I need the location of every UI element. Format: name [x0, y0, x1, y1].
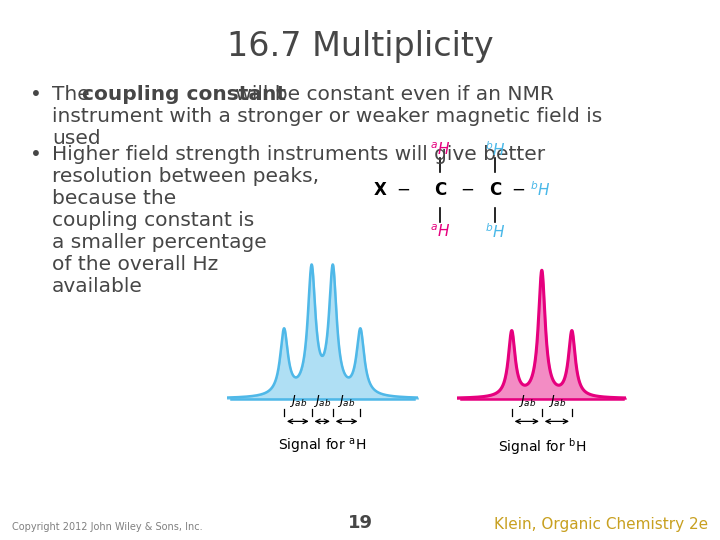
Text: X: X	[374, 181, 387, 199]
Text: $^b$H: $^b$H	[485, 140, 505, 159]
Text: −: −	[511, 181, 525, 199]
Text: of the overall Hz: of the overall Hz	[52, 255, 218, 274]
Text: Signal for $\mathregular{^bH}$: Signal for $\mathregular{^bH}$	[498, 436, 586, 457]
Text: a smaller percentage: a smaller percentage	[52, 233, 266, 252]
Text: C: C	[434, 181, 446, 199]
Text: Copyright 2012 John Wiley & Sons, Inc.: Copyright 2012 John Wiley & Sons, Inc.	[12, 522, 202, 532]
Text: •: •	[30, 85, 42, 104]
Text: $J_{ab}$: $J_{ab}$	[313, 393, 331, 409]
Text: Higher field strength instruments will give better: Higher field strength instruments will g…	[52, 145, 545, 164]
Text: −: −	[396, 181, 410, 199]
Text: $J_{ab}$: $J_{ab}$	[518, 393, 536, 409]
Text: −: −	[460, 181, 474, 199]
Text: coupling constant is: coupling constant is	[52, 211, 254, 230]
Text: $^a$H: $^a$H	[430, 224, 450, 240]
Text: $J_{ab}$: $J_{ab}$	[548, 393, 566, 409]
Text: used: used	[52, 129, 101, 148]
Text: will be constant even if an NMR: will be constant even if an NMR	[229, 85, 554, 104]
Text: C: C	[489, 181, 501, 199]
Text: resolution between peaks,: resolution between peaks,	[52, 167, 319, 186]
Text: Klein, Organic Chemistry 2e: Klein, Organic Chemistry 2e	[494, 517, 708, 532]
Text: The: The	[52, 85, 96, 104]
Text: because the: because the	[52, 189, 176, 208]
Text: 19: 19	[348, 514, 372, 532]
Text: $^b$H: $^b$H	[530, 181, 550, 199]
Text: available: available	[52, 277, 143, 296]
Text: Signal for $\mathregular{^aH}$: Signal for $\mathregular{^aH}$	[278, 436, 366, 456]
Text: $J_{ab}$: $J_{ab}$	[289, 393, 307, 409]
Text: $J_{ab}$: $J_{ab}$	[338, 393, 356, 409]
Text: 16.7 Multiplicity: 16.7 Multiplicity	[227, 30, 493, 63]
Text: coupling constant: coupling constant	[82, 85, 286, 104]
Text: $^b$H: $^b$H	[485, 222, 505, 241]
Text: instrument with a stronger or weaker magnetic field is: instrument with a stronger or weaker mag…	[52, 107, 602, 126]
Text: $^a$H: $^a$H	[430, 141, 450, 158]
Text: •: •	[30, 145, 42, 164]
